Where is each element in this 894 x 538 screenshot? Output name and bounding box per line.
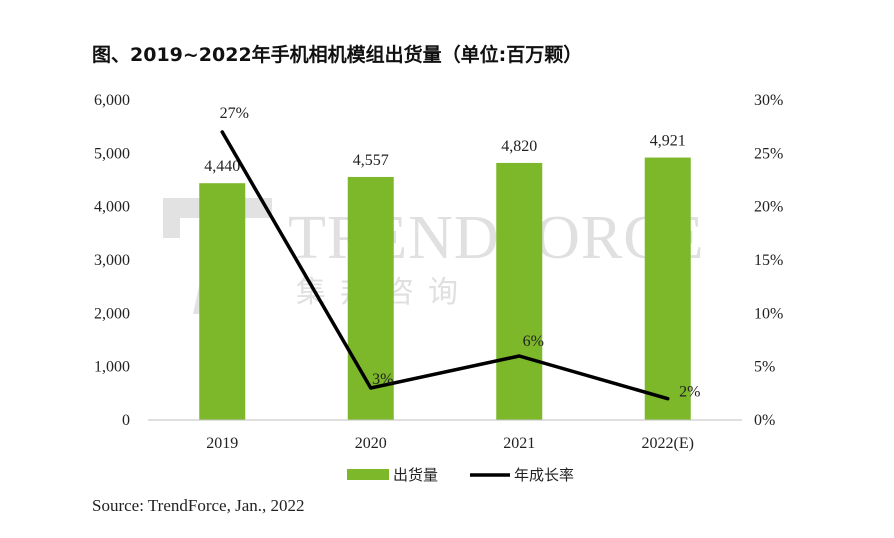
y-right-tick: 5% xyxy=(754,359,775,376)
growth-point-2022(E) xyxy=(666,397,670,401)
bar-label-2022(E): 4,921 xyxy=(650,133,686,150)
y-right-tick: 30% xyxy=(754,92,783,109)
bar-2019 xyxy=(199,183,246,420)
growth-point-2021 xyxy=(517,354,521,358)
bar-2021 xyxy=(496,162,543,420)
chart-title: 图、2019~2022年手机相机模组出货量（单位:百万颗） xyxy=(92,44,583,66)
growth-label-2019: 27% xyxy=(220,105,249,122)
x-tick-2019: 2019 xyxy=(206,435,238,452)
y-right-tick: 10% xyxy=(754,305,783,322)
bar-label-2020: 4,557 xyxy=(353,152,389,169)
y-right-tick: 0% xyxy=(754,412,775,429)
legend-line-label: 年成长率 xyxy=(514,466,574,484)
growth-label-2020: 3% xyxy=(372,371,393,388)
y-left-tick: 2,000 xyxy=(94,305,130,322)
growth-label-2021: 6% xyxy=(523,333,544,350)
y-right-tick: 20% xyxy=(754,199,783,216)
y-right-tick: 15% xyxy=(754,252,783,269)
legend-bar-swatch xyxy=(347,469,389,480)
growth-line-layer: 27% 3% 6% 2% xyxy=(220,105,701,401)
bar-label-2021: 4,820 xyxy=(501,138,537,155)
bar-2022(E) xyxy=(644,157,691,420)
source-note: Source: TrendForce, Jan., 2022 xyxy=(92,496,305,515)
growth-label-2022(E): 2% xyxy=(679,384,700,401)
y-left-tick: 5,000 xyxy=(94,145,130,162)
legend-bar-label: 出货量 xyxy=(393,466,438,484)
y-left-tick: 3,000 xyxy=(94,252,130,269)
y-left-tick: 0 xyxy=(122,412,130,429)
x-tick-2020: 2020 xyxy=(355,435,387,452)
x-tick-2022(E): 2022(E) xyxy=(642,435,694,452)
bar-2020 xyxy=(347,176,394,420)
legend: 出货量 年成长率 xyxy=(347,466,574,484)
y-right-tick: 25% xyxy=(754,145,783,162)
y-left-tick: 1,000 xyxy=(94,359,130,376)
growth-point-2020 xyxy=(369,386,373,390)
growth-point-2019 xyxy=(220,130,224,134)
axis-layer: 0 1,000 2,000 3,000 4,000 5,000 6,000 0% 5% 10% 15… xyxy=(94,92,783,452)
y-left-tick: 6,000 xyxy=(94,92,130,109)
x-tick-2021: 2021 xyxy=(503,435,535,452)
y-left-tick: 4,000 xyxy=(94,199,130,216)
bar-label-2019: 4,440 xyxy=(204,158,240,175)
bars-layer: 4,440 4,557 4,820 4,921 xyxy=(199,133,691,420)
growth-rate-line xyxy=(220,130,670,401)
